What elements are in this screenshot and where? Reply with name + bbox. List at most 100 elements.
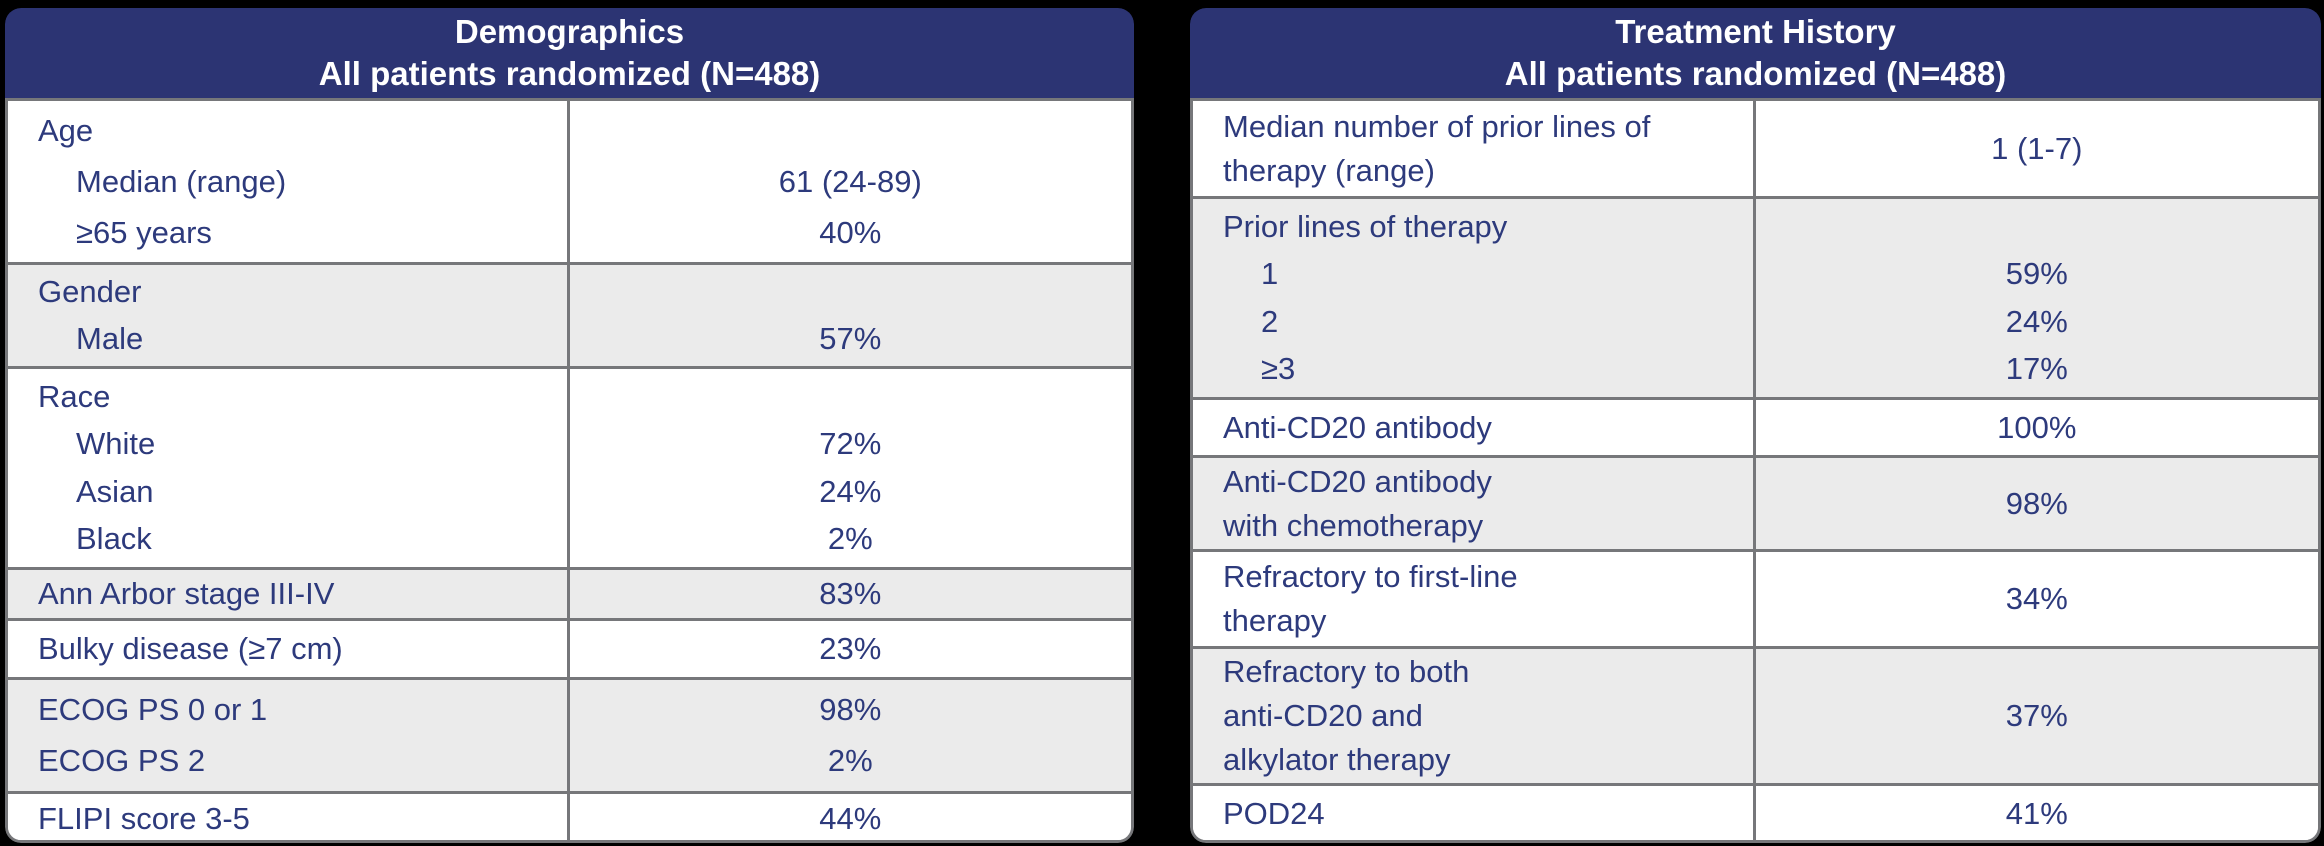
row-value: 100% bbox=[1756, 400, 2319, 455]
row-value: 83% bbox=[570, 570, 1132, 618]
row-value: 59% 24% 17% bbox=[1756, 199, 2319, 397]
row-label: Gender Male bbox=[8, 265, 570, 366]
row-value-line bbox=[570, 105, 1132, 156]
row-label: FLIPI score 3-5 bbox=[8, 794, 570, 840]
row-label-line: Median (range) bbox=[76, 163, 287, 199]
row-label-line: ≥65 years bbox=[76, 214, 212, 250]
row-value: 61 (24-89) 40% bbox=[570, 101, 1132, 262]
row-value-text: 37% bbox=[2005, 698, 2068, 733]
row-value-line bbox=[570, 373, 1132, 421]
row-label-line: FLIPI score 3-5 bbox=[38, 800, 250, 836]
row-value: 57% bbox=[570, 265, 1132, 366]
row-label-line: ECOG PS 0 or 1 bbox=[38, 691, 268, 727]
table-row: Refractory to first-line therapy 34% bbox=[1193, 549, 2318, 646]
demographics-table-body: Age Median (range) ≥65 years 61 (24-89) 40% G… bbox=[5, 98, 1134, 843]
row-label: ECOG PS 0 or 1 ECOG PS 2 bbox=[8, 680, 570, 791]
row-label-line: Asian bbox=[76, 473, 154, 509]
row-label-line: Refractory to first-line bbox=[1223, 559, 1518, 594]
row-value-line bbox=[570, 269, 1132, 316]
table-row: Race White Asian Black 72% 24% 2% bbox=[8, 366, 1131, 567]
row-value-line: 72% bbox=[819, 426, 882, 462]
table-row: POD24 41% bbox=[1193, 783, 2319, 840]
treatment-history-table-header: Treatment History All patients randomize… bbox=[1190, 8, 2321, 98]
table-row: Anti-CD20 antibody 100% bbox=[1193, 397, 2318, 455]
row-label-line: Male bbox=[76, 320, 144, 356]
row-label-line: POD24 bbox=[1223, 796, 1325, 831]
table-row: Bulky disease (≥7 cm) 23% bbox=[8, 618, 1131, 677]
table-title: Demographics bbox=[454, 13, 685, 50]
row-value: 98% bbox=[1756, 458, 2319, 549]
row-label: Ann Arbor stage III-IV bbox=[8, 570, 570, 618]
row-value-text: 34% bbox=[2005, 581, 2068, 616]
row-value-line: 57% bbox=[819, 320, 882, 356]
row-value-text: 44% bbox=[819, 800, 882, 836]
row-value-line bbox=[1756, 203, 2319, 251]
row-value-line: 98% bbox=[819, 691, 882, 727]
row-value: 44% bbox=[570, 794, 1132, 840]
table-subtitle: All patients randomized (N=488) bbox=[318, 55, 821, 92]
row-label-line: Anti-CD20 antibody bbox=[1223, 409, 1492, 445]
row-label-line: Age bbox=[38, 112, 94, 148]
row-value: 37% bbox=[1756, 649, 2319, 783]
row-label: Race White Asian Black bbox=[8, 369, 570, 567]
row-value-line: 61 (24-89) bbox=[778, 163, 922, 199]
row-label-line: with chemotherapy bbox=[1223, 507, 1484, 543]
row-value-line: 24% bbox=[819, 473, 882, 509]
table-row: Prior lines of therapy 1 2 ≥3 59% 24% 17% bbox=[1193, 196, 2318, 397]
row-label-line: alkylator therapy bbox=[1223, 742, 1451, 777]
table-title: Treatment History bbox=[1615, 13, 1896, 50]
row-value: 98% 2% bbox=[570, 680, 1132, 791]
row-value-text: 98% bbox=[2005, 485, 2068, 521]
row-label: POD24 bbox=[1193, 786, 1756, 840]
row-label-line: ≥3 bbox=[1261, 351, 1296, 387]
table-row: Median number of prior lines of therapy (… bbox=[1193, 101, 2318, 196]
row-value: 34% bbox=[1756, 552, 2319, 646]
table-row: FLIPI score 3-5 44% bbox=[8, 791, 1132, 840]
row-value: 41% bbox=[1756, 786, 2319, 840]
row-label: Prior lines of therapy 1 2 ≥3 bbox=[1193, 199, 1756, 397]
row-label: Anti-CD20 antibody with chemotherapy bbox=[1193, 458, 1756, 549]
table-row: Ann Arbor stage III-IV 83% bbox=[8, 567, 1131, 618]
row-label: Refractory to both anti-CD20 and alkylator… bbox=[1193, 649, 1756, 783]
row-value-text: 23% bbox=[819, 631, 882, 666]
row-value: 1 (1-7) bbox=[1756, 101, 2319, 196]
demographics-table-header: Demographics All patients randomized (N=… bbox=[5, 8, 1134, 98]
row-label-line: 1 bbox=[1261, 256, 1279, 292]
row-label: Bulky disease (≥7 cm) bbox=[8, 621, 570, 677]
row-value-line: 24% bbox=[2005, 303, 2068, 339]
row-value-line: 40% bbox=[819, 214, 882, 250]
row-label-line: Ann Arbor stage III-IV bbox=[38, 576, 335, 611]
table-row: Anti-CD20 antibody with chemotherapy 98% bbox=[1193, 455, 2318, 549]
row-label-line: therapy bbox=[1223, 603, 1327, 638]
table-row: Age Median (range) ≥65 years 61 (24-89) 40% bbox=[8, 101, 1131, 262]
row-label-line: Anti-CD20 antibody bbox=[1223, 463, 1492, 499]
row-value-text: 41% bbox=[2005, 796, 2068, 831]
row-label-line: Prior lines of therapy bbox=[1223, 208, 1508, 244]
row-label-line: Black bbox=[76, 521, 152, 557]
table-subtitle: All patients randomized (N=488) bbox=[1504, 55, 2007, 92]
row-label-line: ECOG PS 2 bbox=[38, 743, 206, 779]
row-label: Age Median (range) ≥65 years bbox=[8, 101, 570, 262]
treatment-history-table-body: Median number of prior lines of therapy (… bbox=[1190, 98, 2321, 843]
row-label-line: 2 bbox=[1261, 303, 1279, 339]
table-row: ECOG PS 0 or 1 ECOG PS 2 98% 2% bbox=[8, 677, 1131, 791]
row-label-line: anti-CD20 and bbox=[1223, 698, 1423, 733]
row-value-line: 17% bbox=[2005, 351, 2068, 387]
row-value-text: 100% bbox=[1997, 409, 2077, 445]
row-value-line: 59% bbox=[2005, 256, 2068, 292]
demographics-table: Demographics All patients randomized (N=… bbox=[5, 8, 1134, 843]
row-label-line: Median number of prior lines of bbox=[1223, 108, 1651, 144]
row-label-line: Gender bbox=[38, 274, 142, 310]
row-label-line: Refractory to both bbox=[1223, 654, 1470, 689]
treatment-history-table: Treatment History All patients randomize… bbox=[1190, 8, 2321, 843]
row-label-line: Bulky disease (≥7 cm) bbox=[38, 631, 343, 666]
row-value: 23% bbox=[570, 621, 1132, 677]
row-label-line: Race bbox=[38, 378, 111, 414]
row-value: 72% 24% 2% bbox=[570, 369, 1132, 567]
row-label: Median number of prior lines of therapy (… bbox=[1193, 101, 1756, 196]
row-label-line: White bbox=[76, 426, 156, 462]
table-row: Gender Male 57% bbox=[8, 262, 1131, 366]
row-value-text: 1 (1-7) bbox=[1991, 130, 2083, 166]
row-label-line: therapy (range) bbox=[1223, 152, 1435, 188]
